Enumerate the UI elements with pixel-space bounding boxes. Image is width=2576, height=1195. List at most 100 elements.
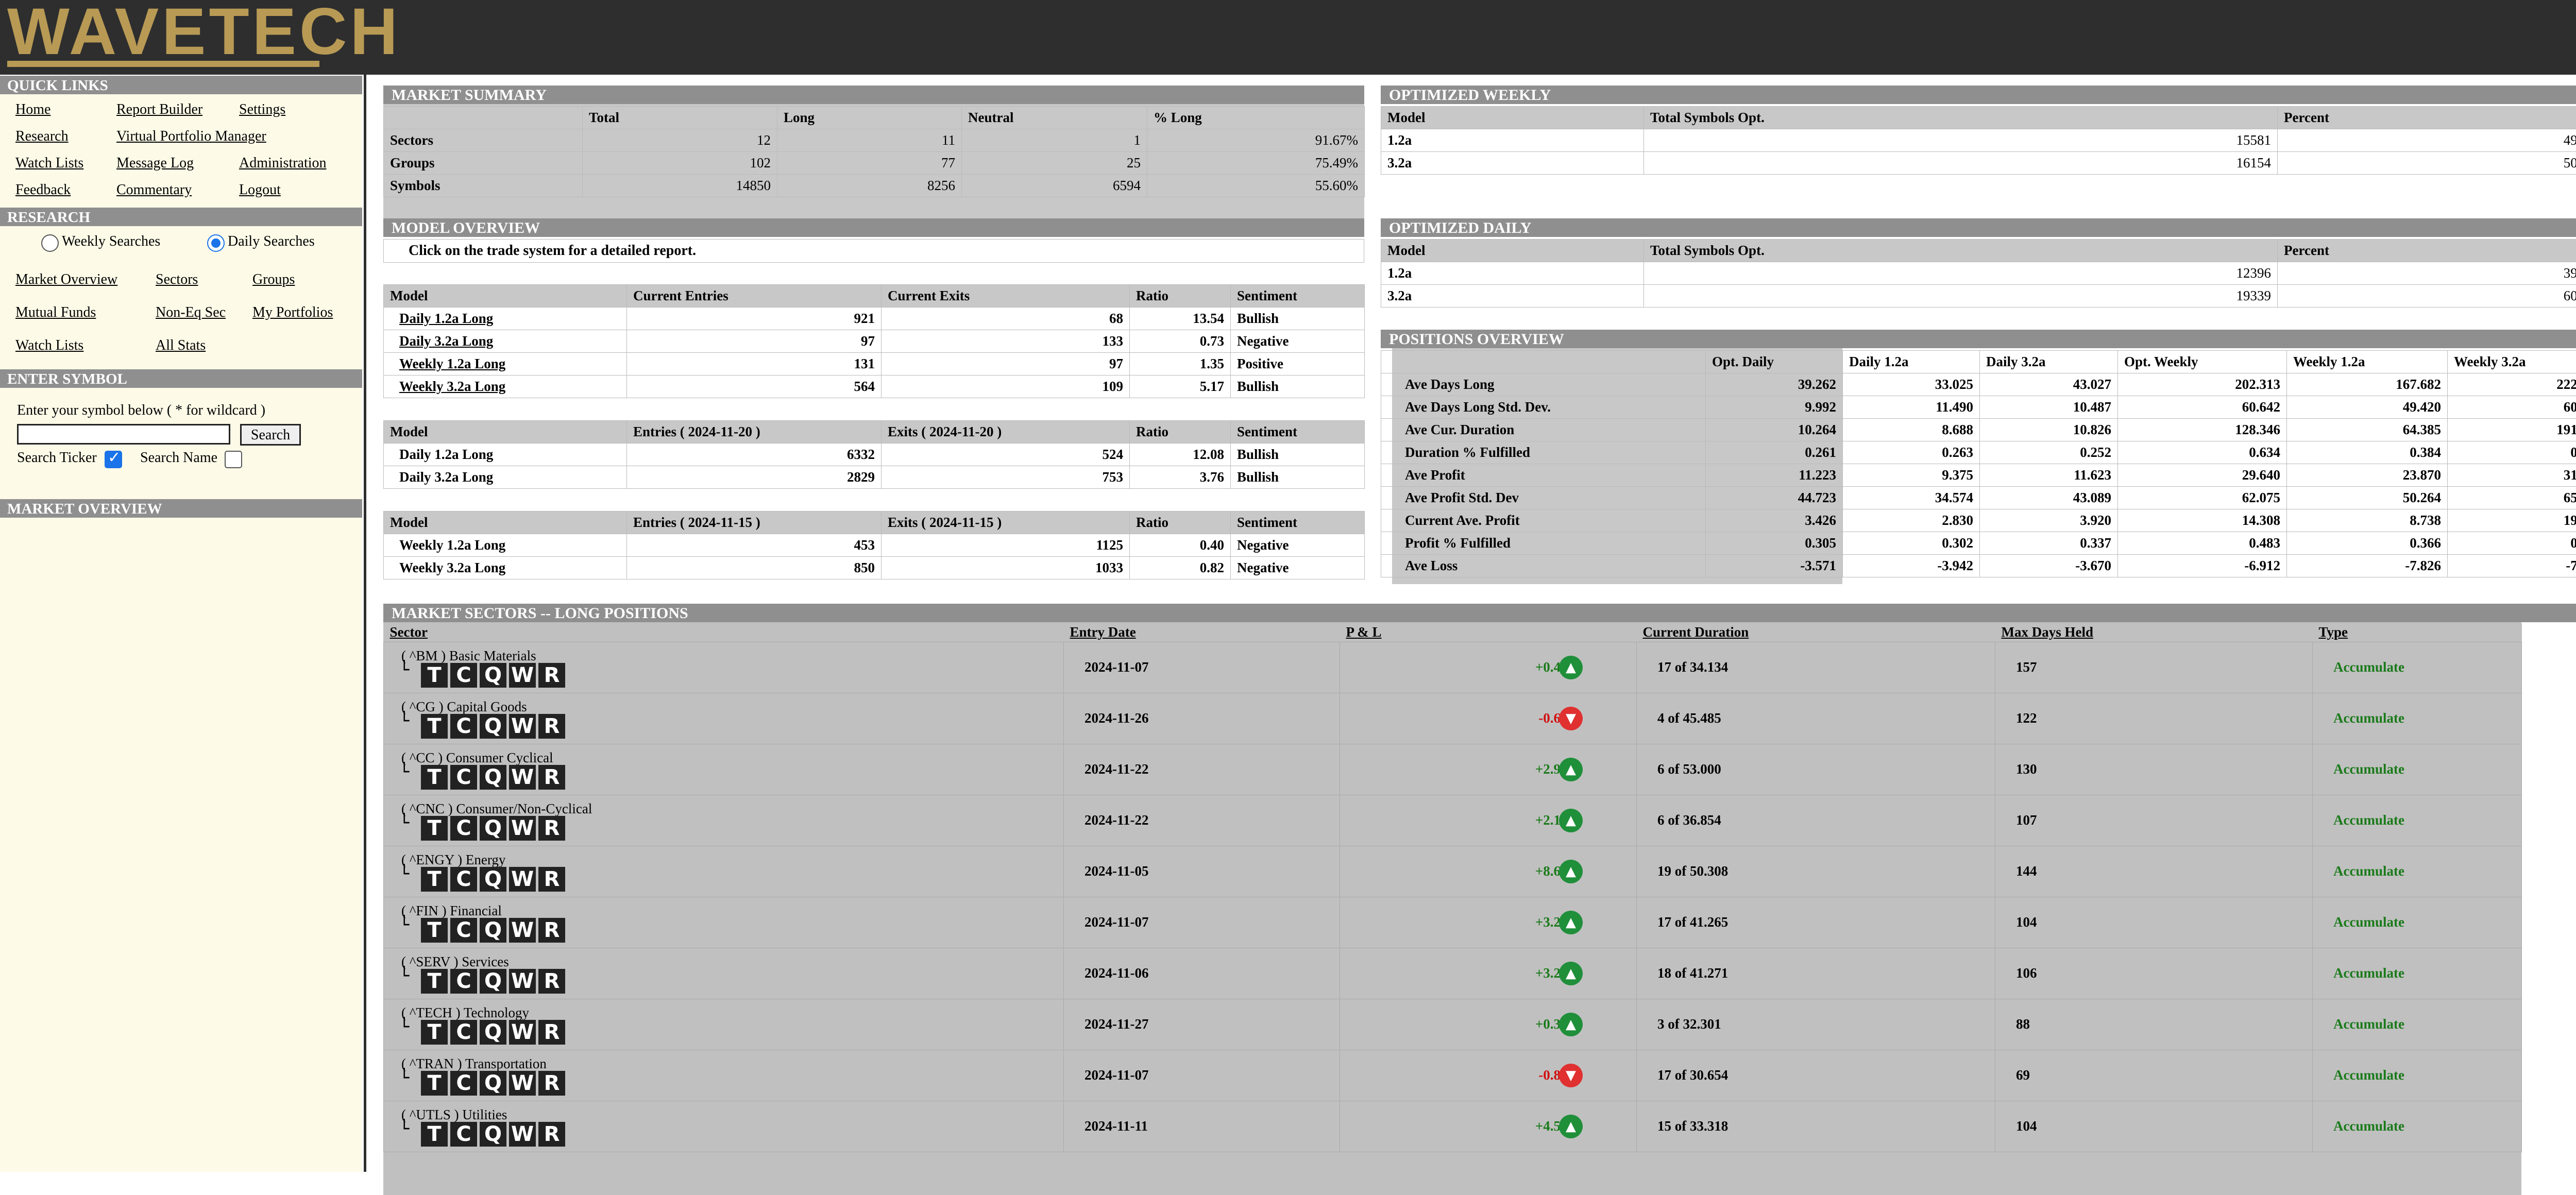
c-icon[interactable]: C	[450, 968, 477, 994]
r-icon[interactable]: R	[538, 662, 565, 688]
wavetech-logo[interactable]: WAVETECH	[7, 0, 401, 69]
link-research[interactable]: Research	[15, 128, 69, 144]
w-icon[interactable]: W	[509, 1070, 536, 1096]
c-icon[interactable]: C	[450, 917, 477, 943]
r-icon[interactable]: R	[538, 815, 565, 841]
c-icon[interactable]: C	[450, 815, 477, 841]
link-feedback[interactable]: Feedback	[15, 182, 71, 198]
cell: 1	[961, 129, 1147, 152]
col-max-days-held[interactable]: Max Days Held	[1995, 623, 2313, 642]
trade-system-link-daily-3-2a[interactable]: Daily 3.2a Long	[383, 330, 627, 353]
r-icon[interactable]: R	[538, 1121, 565, 1147]
q-icon[interactable]: Q	[480, 1070, 506, 1096]
w-icon[interactable]: W	[509, 866, 536, 892]
entry-date-cell: 2024-11-27	[1063, 998, 1340, 1050]
r-icon[interactable]: R	[538, 713, 565, 739]
cell: 68	[881, 307, 1130, 330]
c-icon[interactable]: C	[450, 713, 477, 739]
w-icon[interactable]: W	[509, 1019, 536, 1045]
link-watch-lists[interactable]: Watch Lists	[15, 155, 84, 171]
w-icon[interactable]: W	[509, 815, 536, 841]
search-button[interactable]: Search	[240, 424, 301, 446]
link-commentary[interactable]: Commentary	[116, 182, 192, 198]
q-icon[interactable]: Q	[480, 917, 506, 943]
link-home[interactable]: Home	[15, 101, 51, 117]
q-icon[interactable]: Q	[480, 713, 506, 739]
t-icon[interactable]: T	[421, 1070, 448, 1096]
trade-system-link-daily-1-2a[interactable]: Daily 1.2a Long	[383, 307, 627, 330]
link-market-overview[interactable]: Market Overview	[15, 271, 118, 287]
cell: 9.992	[1705, 396, 1843, 419]
w-icon[interactable]: W	[509, 764, 536, 790]
trade-system-link-weekly-1-2a[interactable]: Weekly 1.2a Long	[383, 352, 627, 375]
weekly-searches-radio[interactable]	[41, 234, 59, 252]
link-research-watch-lists[interactable]: Watch Lists	[15, 337, 84, 353]
r-icon[interactable]: R	[538, 764, 565, 790]
c-icon[interactable]: C	[450, 764, 477, 790]
trend-down-icon: ▼	[1559, 706, 1583, 730]
t-icon[interactable]: T	[421, 764, 448, 790]
col-entry-date[interactable]: Entry Date	[1063, 623, 1340, 642]
r-icon[interactable]: R	[538, 1019, 565, 1045]
q-icon[interactable]: Q	[480, 866, 506, 892]
w-icon[interactable]: W	[509, 1121, 536, 1147]
col-sector[interactable]: Sector	[383, 623, 1064, 642]
t-icon[interactable]: T	[421, 1019, 448, 1045]
t-icon[interactable]: T	[421, 713, 448, 739]
col-pl[interactable]: P & L	[1340, 623, 1637, 642]
q-icon[interactable]: Q	[480, 968, 506, 994]
link-settings[interactable]: Settings	[239, 101, 286, 117]
link-all-stats[interactable]: All Stats	[156, 337, 206, 353]
col-type[interactable]: Type	[2312, 623, 2522, 642]
c-icon[interactable]: C	[450, 866, 477, 892]
entry-date-cell: 2024-11-11	[1063, 1100, 1340, 1152]
w-icon[interactable]: W	[509, 713, 536, 739]
link-logout[interactable]: Logout	[239, 182, 281, 198]
link-report-builder[interactable]: Report Builder	[116, 101, 203, 117]
q-icon[interactable]: Q	[480, 764, 506, 790]
link-sectors[interactable]: Sectors	[156, 271, 198, 287]
link-non-eq-sec[interactable]: Non-Eq Sec	[156, 304, 226, 320]
search-name-checkbox[interactable]	[225, 451, 242, 468]
cell: 14850	[582, 174, 777, 197]
c-icon[interactable]: C	[450, 1019, 477, 1045]
cell: 3.426	[1705, 509, 1843, 532]
sector-cell: ( ^CC ) Consumer Cyclical └ T C Q W R	[383, 743, 1064, 795]
trade-system-link-weekly-3-2a[interactable]: Weekly 3.2a Long	[383, 375, 627, 398]
col-label	[1381, 350, 1706, 373]
w-icon[interactable]: W	[509, 662, 536, 688]
r-icon[interactable]: R	[538, 917, 565, 943]
link-message-log[interactable]: Message Log	[116, 155, 194, 171]
symbol-input[interactable]	[17, 424, 230, 445]
r-icon[interactable]: R	[538, 1070, 565, 1096]
t-icon[interactable]: T	[421, 815, 448, 841]
r-icon[interactable]: R	[538, 866, 565, 892]
col-current-duration[interactable]: Current Duration	[1636, 623, 1995, 642]
c-icon[interactable]: C	[450, 662, 477, 688]
q-icon[interactable]: Q	[480, 815, 506, 841]
w-icon[interactable]: W	[509, 917, 536, 943]
link-groups[interactable]: Groups	[252, 271, 295, 287]
pl-cell: +3.230 ▲	[1340, 947, 1637, 999]
cell: 12396	[1643, 262, 2278, 285]
link-my-portfolios[interactable]: My Portfolios	[252, 304, 333, 320]
q-icon[interactable]: Q	[480, 1121, 506, 1147]
link-virtual-portfolio-manager[interactable]: Virtual Portfolio Manager	[116, 128, 266, 144]
q-icon[interactable]: Q	[480, 1019, 506, 1045]
w-icon[interactable]: W	[509, 968, 536, 994]
q-icon[interactable]: Q	[480, 662, 506, 688]
t-icon[interactable]: T	[421, 1121, 448, 1147]
t-icon[interactable]: T	[421, 968, 448, 994]
link-administration[interactable]: Administration	[239, 155, 327, 171]
link-mutual-funds[interactable]: Mutual Funds	[15, 304, 96, 320]
t-icon[interactable]: T	[421, 917, 448, 943]
cell: 13.54	[1129, 307, 1231, 330]
c-icon[interactable]: C	[450, 1121, 477, 1147]
t-icon[interactable]: T	[421, 662, 448, 688]
t-icon[interactable]: T	[421, 866, 448, 892]
daily-searches-radio[interactable]	[207, 234, 225, 252]
c-icon[interactable]: C	[450, 1070, 477, 1096]
max-days-held-cell: 104	[1995, 1100, 2313, 1152]
search-ticker-checkbox[interactable]	[105, 449, 122, 468]
r-icon[interactable]: R	[538, 968, 565, 994]
